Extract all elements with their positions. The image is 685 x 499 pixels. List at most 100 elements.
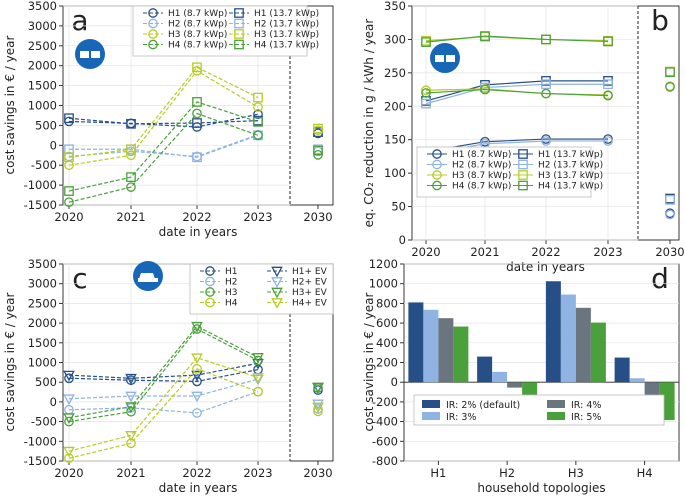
legend-entry: H4 (8.7 kWp) xyxy=(168,41,227,51)
data-point xyxy=(126,406,136,417)
plot-frame xyxy=(411,5,680,241)
legend-marker xyxy=(148,8,158,18)
y-tick-label: 350 xyxy=(384,0,406,13)
series-h2-13-7-kwp- xyxy=(421,79,675,205)
y-axis-label: cost savings in € / year xyxy=(3,35,17,174)
series-h2-13-7-kwp- xyxy=(64,130,323,163)
data-point xyxy=(252,373,264,384)
x-tick-label: 2023 xyxy=(243,210,272,224)
panel-label: b xyxy=(651,4,669,37)
x-tick-label: 2022 xyxy=(182,466,211,480)
x-tick-label: 2022 xyxy=(182,210,211,224)
legend: H1 (8.7 kWp) H1 (13.7 kWp) H2 (8.7 kWp) H2 … xyxy=(416,146,603,198)
x-tick-label: 2021 xyxy=(116,466,145,480)
data-point xyxy=(63,370,75,382)
series-line xyxy=(68,113,259,128)
y-tick-label: 1500 xyxy=(28,336,57,350)
data-point xyxy=(421,98,431,109)
series-h3-ev xyxy=(63,321,324,425)
y-tick-label: 2500 xyxy=(28,296,57,310)
legend-box xyxy=(413,394,665,426)
bar xyxy=(453,326,469,383)
bar xyxy=(590,322,606,383)
y-tick-label: 400 xyxy=(376,336,398,350)
data-point xyxy=(603,136,613,146)
series-h4-13-7-kwp- xyxy=(421,31,675,78)
legend-marker xyxy=(518,159,528,170)
data-point xyxy=(541,34,551,45)
y-tick-label: -200 xyxy=(372,395,398,409)
series-line xyxy=(425,88,609,97)
data-point xyxy=(126,144,136,155)
series-line xyxy=(425,35,609,43)
legend-entry: H4+ EV xyxy=(292,299,328,309)
data-point xyxy=(253,130,263,141)
y-tick-label: -500 xyxy=(31,158,57,172)
y-tick-label: -400 xyxy=(372,415,398,429)
chart-panel-a: -1500 -1000 -500 0 500 1000 1500 2000 2500 3000 35… xyxy=(3,0,334,239)
legend-entry: H2 (13.7 kWp) xyxy=(254,20,319,30)
legend-box xyxy=(416,146,592,198)
legend-entry: H2 (13.7 kWp) xyxy=(538,161,603,171)
data-point xyxy=(63,394,75,406)
legend-entry: H3 (8.7 kWp) xyxy=(168,30,227,40)
data-point xyxy=(253,355,263,366)
panel-label: c xyxy=(72,262,87,295)
y-tick-label: 200 xyxy=(376,356,398,370)
legend-entry: H2 (8.7 kWp) xyxy=(452,161,511,171)
legend-entry: H1 xyxy=(225,267,238,277)
data-point xyxy=(253,102,263,112)
bar xyxy=(629,378,645,383)
legend-entry: H3+ EV xyxy=(292,288,328,298)
x-tick-label: 2023 xyxy=(593,245,622,259)
y-tick-label: -1500 xyxy=(24,454,57,468)
series-h4 xyxy=(64,363,323,464)
y-tick-label: 250 xyxy=(384,66,406,80)
legend-marker xyxy=(271,266,283,278)
data-point-2030 xyxy=(665,209,675,220)
data-point-2030 xyxy=(312,399,324,411)
data-point xyxy=(191,321,203,333)
data-point xyxy=(192,363,202,374)
bar xyxy=(408,302,424,383)
series-h1-ev xyxy=(63,358,324,394)
data-point xyxy=(126,150,136,161)
bar xyxy=(545,281,561,383)
data-point-2030 xyxy=(313,145,323,156)
data-point xyxy=(191,391,203,403)
legend-marker xyxy=(148,39,158,50)
y-axis-label: eq. CO₂ reduction in g / kWh / year xyxy=(362,19,376,228)
data-point-2030 xyxy=(313,406,323,417)
legend-entry: H1+ EV xyxy=(292,267,328,277)
legend-entry: H1 (13.7 kWp) xyxy=(254,9,319,19)
x-tick-label: H4 xyxy=(637,466,653,480)
y-tick-label: 1200 xyxy=(369,257,398,271)
legend-entry: H3 xyxy=(225,288,238,298)
series-line xyxy=(425,80,608,102)
panel-shape xyxy=(435,55,444,62)
bar xyxy=(507,382,523,388)
legend-marker xyxy=(432,170,442,180)
y-tick-label: 200 xyxy=(384,99,406,113)
legend-entry: H2 (8.7 kWp) xyxy=(168,20,227,30)
series-line xyxy=(68,117,259,125)
y-tick-label: 1500 xyxy=(28,79,57,93)
legend-entry: H2 xyxy=(225,278,238,288)
legend-entry: IR: 3% xyxy=(446,412,476,423)
bar xyxy=(560,294,576,383)
legend-box xyxy=(132,5,308,57)
series-h4-13-7-kwp- xyxy=(64,97,323,196)
legend-entry: H3 (8.7 kWp) xyxy=(452,171,511,181)
data-point-2030 xyxy=(665,195,675,205)
legend-swatch xyxy=(547,412,565,420)
panel-shape xyxy=(446,55,455,62)
data-point xyxy=(125,391,137,403)
data-point-2030 xyxy=(312,382,324,394)
series-line xyxy=(68,112,259,203)
y-tick-label: 1000 xyxy=(28,356,57,370)
data-point xyxy=(191,353,203,365)
x-tick-label: 2030 xyxy=(303,466,332,480)
x-axis-label: date in years xyxy=(506,260,585,274)
y-tick-label: 0 xyxy=(50,138,57,152)
